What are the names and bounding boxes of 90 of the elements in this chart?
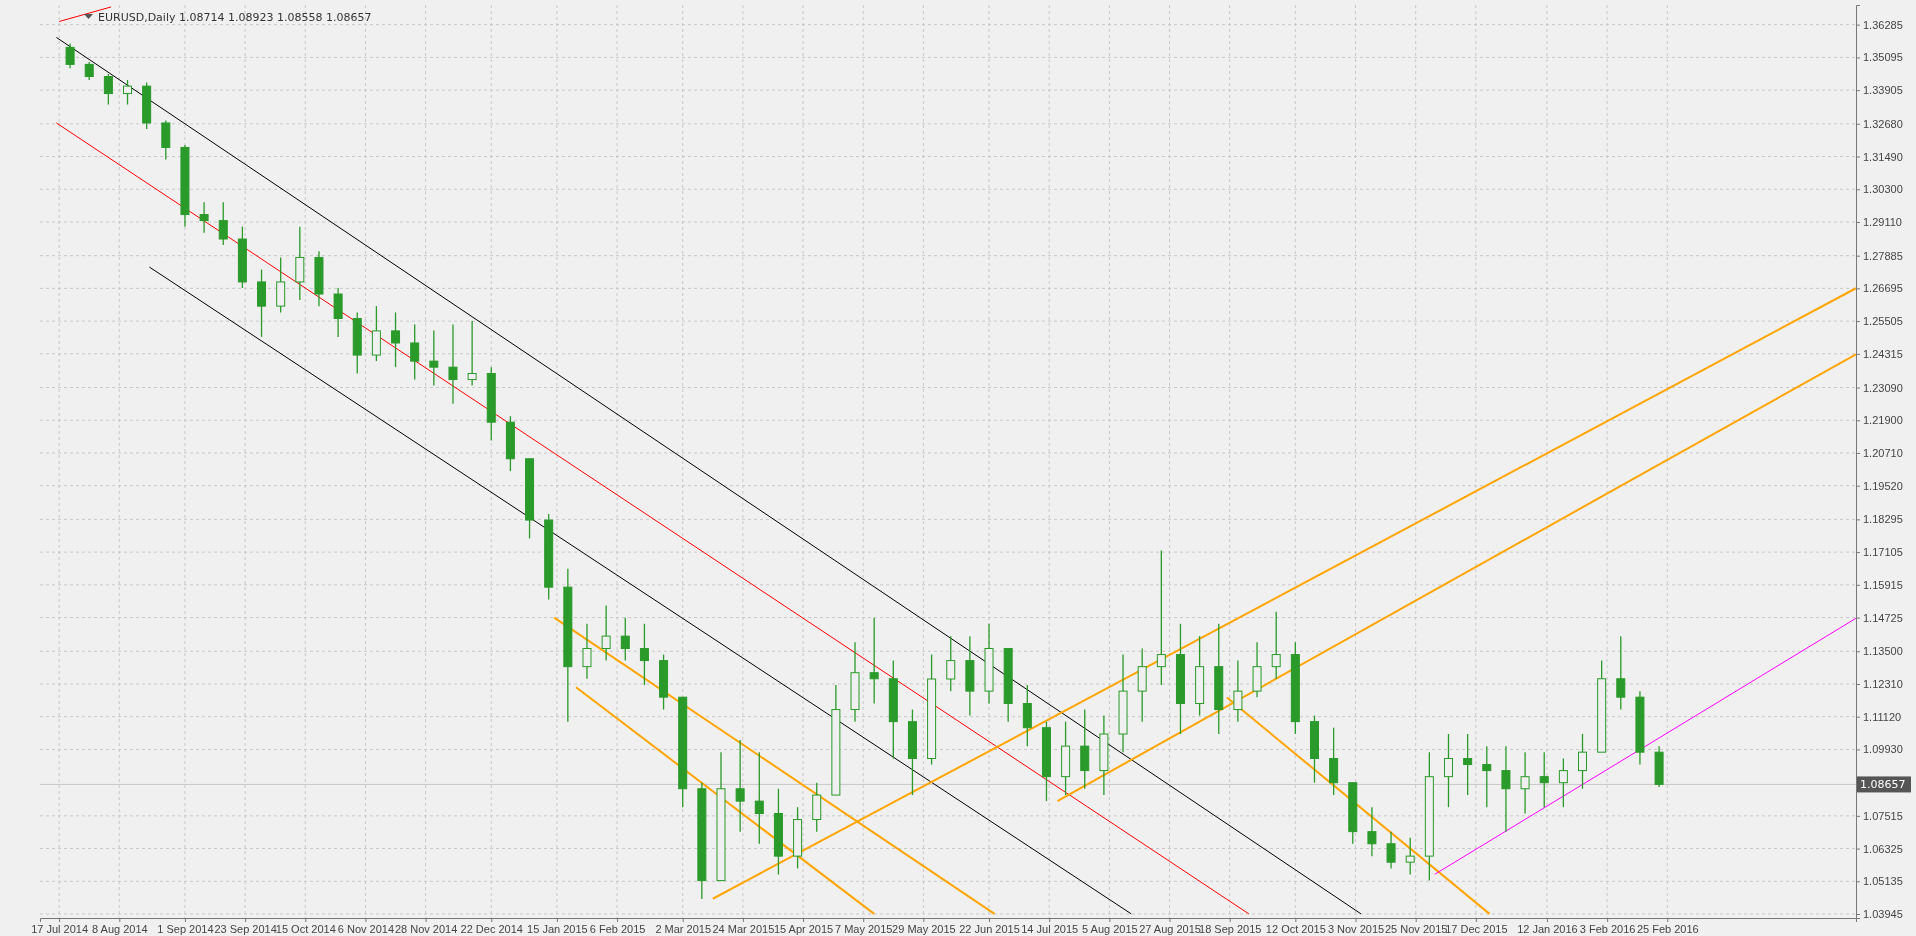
x-tick-label: 14 Jul 2015 [1021, 922, 1079, 935]
candlestick [429, 329, 439, 387]
y-tick-label: 1.21900 [1863, 414, 1903, 427]
candlestick [1386, 831, 1396, 870]
candlestick [1539, 751, 1549, 808]
ref-line-label: 1.08657 [1860, 778, 1906, 792]
y-tick-label: 1.31490 [1863, 150, 1903, 163]
y-tick-label: 1.25505 [1863, 315, 1903, 328]
x-tick-label: 27 Aug 2015 [1139, 922, 1201, 935]
x-tick-label: 6 Nov 2014 [337, 922, 395, 935]
y-tick-label: 1.15915 [1863, 578, 1903, 591]
x-tick-label: 12 Jan 2016 [1517, 922, 1578, 935]
x-tick-label: 3 Feb 2016 [1579, 922, 1636, 935]
x-tick-label: 7 May 2015 [834, 922, 893, 935]
y-tick-label: 1.23090 [1863, 381, 1903, 394]
y-tick-label: 1.11120 [1863, 710, 1902, 723]
candlestick [1578, 733, 1588, 790]
y-tick-label: 1.20710 [1863, 446, 1903, 459]
x-tick-label: 1 Sep 2014 [157, 922, 214, 935]
x-tick-label: 25 Feb 2016 [1636, 922, 1699, 935]
candlestick [1271, 611, 1281, 680]
candlestick [103, 73, 113, 106]
x-tick-label: 15 Oct 2014 [275, 922, 336, 935]
candlestick [1558, 757, 1568, 808]
candlestick [1482, 745, 1492, 808]
y-tick-label: 1.33905 [1863, 84, 1903, 97]
candlestick [1233, 659, 1243, 723]
y-tick-label: 1.18295 [1863, 513, 1903, 526]
y-tick-label: 1.07515 [1863, 809, 1903, 822]
x-tick-label: 28 Nov 2014 [394, 922, 458, 935]
y-tick-label: 1.35095 [1863, 51, 1903, 64]
y-tick-label: 1.30300 [1863, 183, 1903, 196]
x-tick-label: 29 May 2015 [892, 922, 956, 935]
y-tick-label: 1.03945 [1863, 908, 1903, 921]
x-tick-label: 18 Sep 2015 [1199, 922, 1262, 935]
x-tick-label: 6 Feb 2015 [589, 922, 646, 935]
y-tick-label: 1.19520 [1863, 479, 1903, 492]
y-tick-label: 1.14725 [1863, 611, 1903, 624]
y-tick-label: 1.09930 [1863, 743, 1903, 756]
x-tick-label: 17 Jul 2014 [31, 922, 89, 935]
candlestick [1156, 549, 1166, 686]
candlestick [1405, 837, 1415, 876]
x-tick-label: 15 Jan 2015 [527, 922, 588, 935]
candlestick [218, 201, 228, 246]
y-tick-label: 1.06325 [1863, 842, 1903, 855]
candlestick [391, 311, 401, 368]
x-tick-label: 25 Nov 2015 [1384, 922, 1448, 935]
y-tick-label: 1.32680 [1863, 117, 1903, 130]
x-tick-label: 24 Mar 2015 [712, 922, 775, 935]
y-tick-label: 1.12310 [1863, 677, 1903, 690]
x-tick-label: 2 Mar 2015 [655, 922, 712, 935]
text: EURUSD,Daily 1.08714 1.08923 1.08558 1.08657 [98, 11, 372, 24]
candlestick [754, 751, 764, 845]
candlestick [869, 617, 879, 705]
candlestick [448, 323, 458, 405]
x-tick-label: 23 Sep 2014 [214, 922, 277, 935]
candlestick [1501, 745, 1511, 833]
x-tick-label: 22 Dec 2014 [460, 922, 523, 935]
y-tick-label: 1.29110 [1863, 216, 1902, 228]
candlestick [620, 617, 630, 662]
y-tick-label: 1.36285 [1863, 18, 1903, 31]
x-tick-label: 3 Nov 2015 [1327, 922, 1385, 935]
y-tick-label: 1.27885 [1863, 249, 1903, 262]
x-tick-label: 12 Oct 2015 [1265, 922, 1326, 935]
candlestick [735, 739, 745, 833]
candlestick [601, 604, 611, 662]
candlestick [410, 323, 420, 381]
y-tick-label: 1.13500 [1863, 645, 1903, 658]
y-tick-label: 1.17105 [1863, 546, 1903, 559]
candlestick [1616, 635, 1626, 711]
x-tick-label: 8 Aug 2014 [91, 922, 148, 935]
candlestick [946, 635, 956, 692]
x-tick-label: 15 Apr 2015 [773, 922, 834, 935]
candlestick [199, 201, 209, 234]
candlestick [123, 79, 133, 106]
candlestick [582, 623, 592, 680]
candlestick [467, 320, 477, 387]
y-tick-label: 1.05135 [1863, 875, 1903, 888]
x-tick-label: 5 Aug 2015 [1082, 922, 1138, 935]
y-tick-label: 1.24315 [1863, 347, 1903, 360]
candlestick [84, 61, 94, 81]
x-tick-label: 17 Dec 2015 [1445, 922, 1508, 935]
x-tick-label: 22 Jun 2015 [959, 922, 1020, 935]
candlestick [1367, 806, 1377, 857]
candlestick [65, 42, 75, 69]
candlestick [1463, 733, 1473, 796]
y-tick-label: 1.26695 [1863, 282, 1903, 295]
candlestick [639, 623, 649, 686]
candlestick [1443, 733, 1453, 808]
candlestick [1520, 751, 1530, 815]
